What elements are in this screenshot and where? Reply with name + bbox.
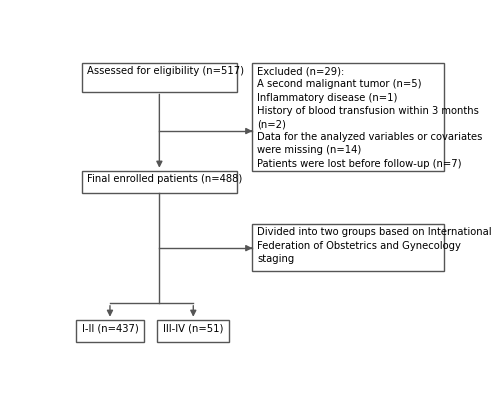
FancyBboxPatch shape (82, 62, 237, 92)
Text: Assessed for eligibility (n=517): Assessed for eligibility (n=517) (86, 66, 244, 76)
Text: III-IV (n=51): III-IV (n=51) (163, 323, 224, 333)
FancyBboxPatch shape (82, 171, 237, 194)
Text: Final enrolled patients (n=488): Final enrolled patients (n=488) (86, 174, 242, 184)
FancyBboxPatch shape (76, 320, 144, 342)
Text: Divided into two groups based on International
Federation of Obstetrics and Gyne: Divided into two groups based on Interna… (257, 228, 492, 264)
FancyBboxPatch shape (252, 224, 444, 271)
Text: Excluded (n=29):
A second malignant tumor (n=5)
Inflammatory disease (n=1)
Histo: Excluded (n=29): A second malignant tumo… (257, 66, 482, 169)
FancyBboxPatch shape (252, 62, 444, 171)
FancyBboxPatch shape (158, 320, 229, 342)
Text: I-II (n=437): I-II (n=437) (82, 323, 138, 333)
